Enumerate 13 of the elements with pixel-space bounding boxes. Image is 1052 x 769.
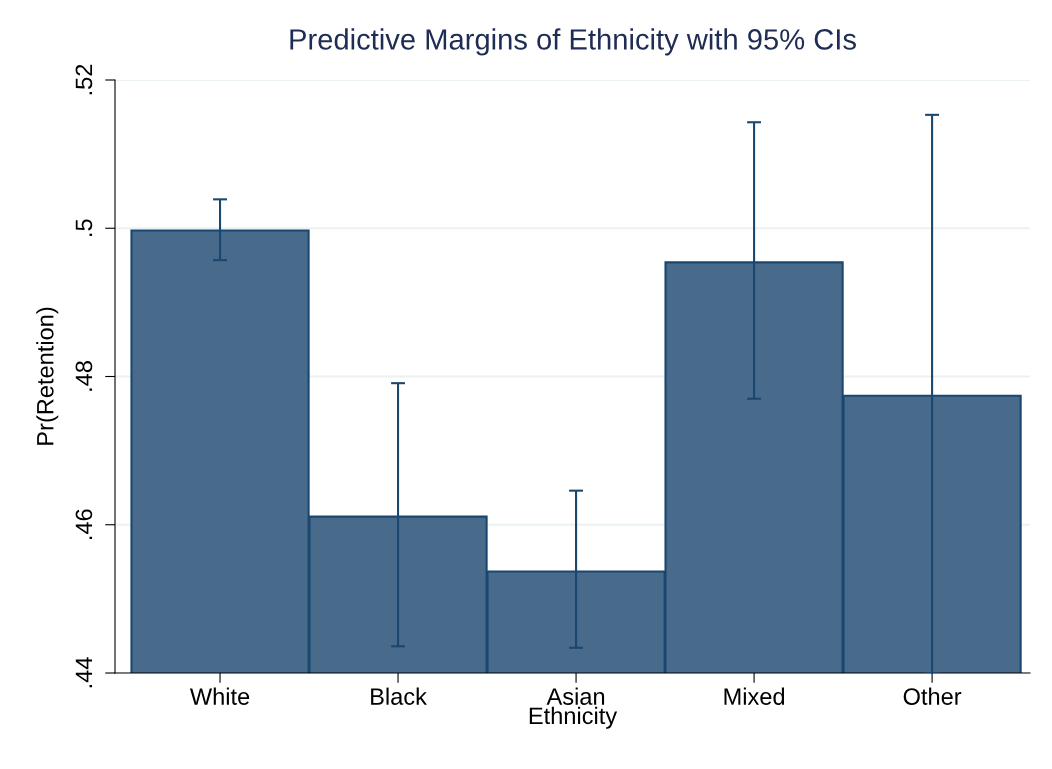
y-tick-label: .48 <box>75 361 93 391</box>
x-tick-label: Asian <box>546 687 605 705</box>
x-tick-label: Mixed <box>724 687 785 705</box>
y-axis-title: Pr(Retention) <box>36 307 59 445</box>
y-tick-label: .46 <box>75 509 93 540</box>
chart-title: Predictive Margins of Ethnicity with 95% CIs <box>290 28 856 56</box>
y-tick-label: .52 <box>75 64 93 95</box>
x-tick-label: Other <box>903 687 962 705</box>
x-axis-title: Ethnicity <box>529 706 618 729</box>
y-tick-label: .5 <box>75 219 93 236</box>
x-tick-label: Black <box>371 687 427 705</box>
x-tick-label: White <box>189 687 250 705</box>
y-tick-label: .44 <box>75 657 93 688</box>
